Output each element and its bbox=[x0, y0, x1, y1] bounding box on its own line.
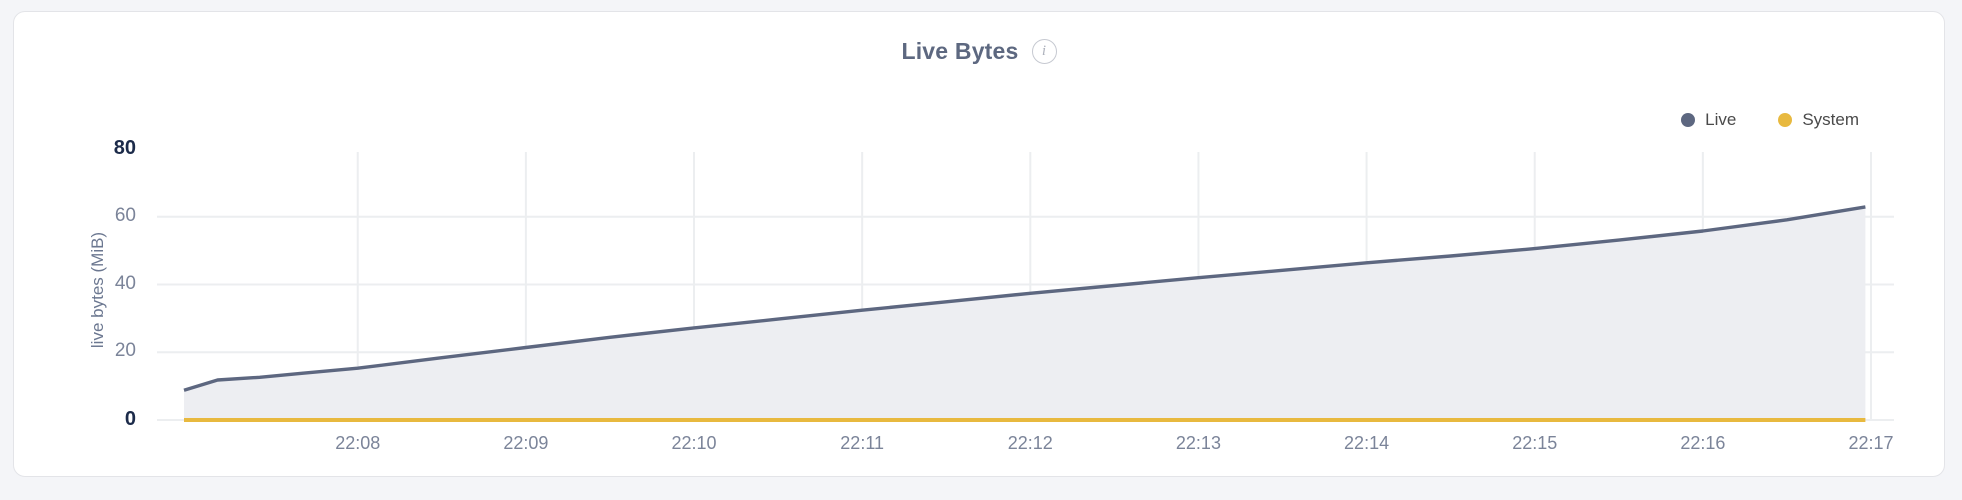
x-tick-label: 22:12 bbox=[1007, 433, 1053, 453]
legend-label-live: Live bbox=[1705, 110, 1737, 129]
page-title: Live Bytes i bbox=[14, 38, 1944, 65]
x-tick-label: 22:14 bbox=[1344, 433, 1390, 453]
y-tick-label: 80 bbox=[113, 137, 136, 159]
y-tick-label: 20 bbox=[114, 340, 136, 362]
x-tick-label: 22:09 bbox=[503, 433, 549, 453]
chart-plot-area bbox=[157, 152, 1894, 422]
x-tick-label: 22:13 bbox=[1175, 433, 1221, 453]
x-tick-label: 22:10 bbox=[671, 433, 717, 453]
legend-label-system: System bbox=[1802, 110, 1859, 129]
legend-item-system[interactable]: System bbox=[1778, 110, 1859, 130]
x-tick-label: 22:17 bbox=[1848, 433, 1894, 453]
legend-item-live[interactable]: Live bbox=[1681, 110, 1736, 130]
x-tick-label: 22:11 bbox=[840, 433, 885, 453]
chart-title-text: Live Bytes bbox=[901, 38, 1019, 64]
legend-dot-live bbox=[1681, 113, 1696, 127]
x-tick-label: 22:08 bbox=[335, 433, 381, 453]
chart-legend: Live System bbox=[1681, 110, 1859, 130]
x-tick-label: 22:15 bbox=[1512, 433, 1558, 453]
legend-dot-system bbox=[1778, 113, 1793, 127]
y-tick-label: 40 bbox=[114, 272, 136, 294]
y-tick-label: 60 bbox=[114, 204, 136, 226]
live-bytes-card: Live Bytes i Live System live bytes (MiB… bbox=[13, 11, 1945, 477]
y-tick-label: 0 bbox=[124, 408, 136, 430]
x-tick-label: 22:16 bbox=[1680, 433, 1726, 453]
info-icon[interactable]: i bbox=[1031, 39, 1057, 64]
